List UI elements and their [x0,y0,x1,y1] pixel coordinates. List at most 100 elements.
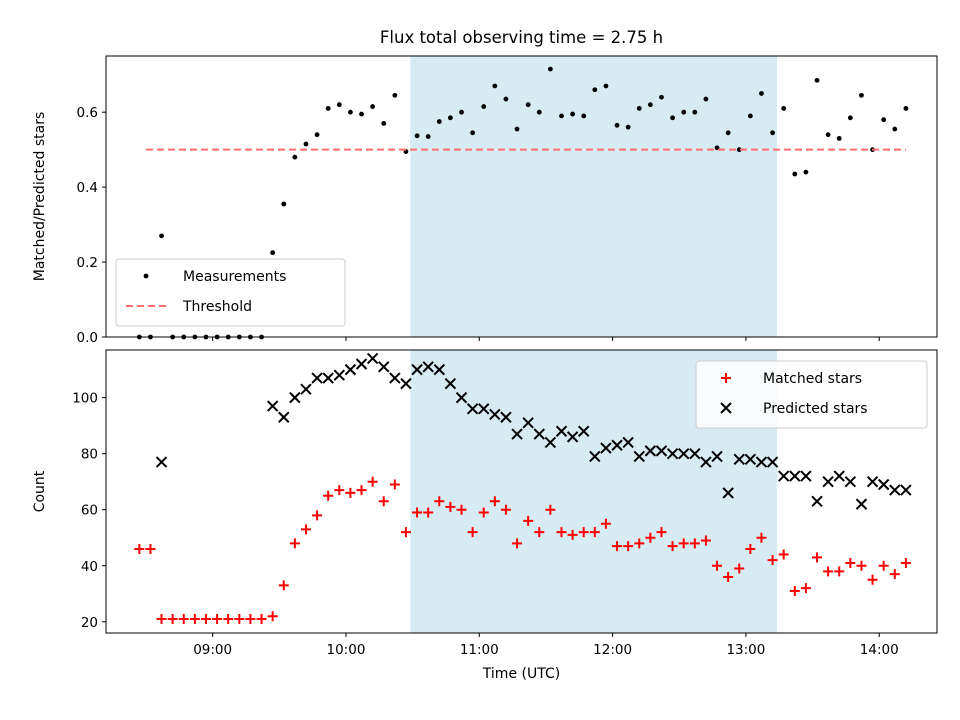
matched-stars-point [767,555,778,566]
predicted-stars-point [644,445,657,457]
matched-stars-point [423,507,434,518]
matched-stars-point [845,557,856,568]
x-tick-label: 12:00 [593,642,632,658]
predicted-stars-point [789,470,801,482]
observing-window-band [410,56,778,337]
predicted-stars-point [689,447,701,460]
matched-stars-point [645,532,656,543]
legend-label: Predicted stars [763,401,868,417]
predicted-stars-point [444,377,457,390]
predicted-stars-point [478,403,490,415]
x-tick-label: 10:00 [327,642,366,658]
predicted-stars-point [522,417,534,429]
predicted-stars-point [844,475,857,488]
legend-box [695,360,928,429]
predicted-stars-point [744,453,757,465]
matched-stars-point [789,585,800,596]
predicted-stars-point [366,352,379,365]
y-axis-label: Count [32,470,48,512]
matched-stars-point [278,580,289,591]
legend-box [115,258,346,327]
predicted-stars-point [411,363,423,376]
matched-stars-point [734,563,745,574]
matched-stars-point [223,613,234,624]
matched-stars-point [556,527,567,538]
legend: Matched stars Predicted stars [695,360,928,429]
matched-stars-point [323,490,334,501]
matched-stars-point [445,501,456,512]
x-tick-label: 09:00 [193,642,232,658]
measurements-point [725,130,731,136]
predicted-stars-point [866,475,879,488]
predicted-stars-point [877,478,890,491]
predicted-stars-point [355,358,368,370]
matched-stars-point [500,504,511,515]
predicted-stars-point [833,470,845,482]
measurements-point [314,132,320,138]
predicted-stars-point [433,363,445,376]
predicted-stars-point [800,470,812,482]
count-panel: 20 40 60 80 100 09:00 10:00 11:00 12:00 13:00 14:0… [32,349,938,682]
matched-stars-point [612,541,623,552]
matched-stars-point [334,485,345,496]
measurements-point [647,102,653,108]
matched-stars-point [534,527,545,538]
measurements-point [425,134,431,139]
predicted-stars-point [578,425,590,437]
legend-handle-measurements [143,273,149,279]
measurements-point [681,109,687,115]
measurements-point [514,126,520,132]
matched-stars-point [378,496,389,507]
predicted-stars-point [422,361,434,373]
measurements-point [847,115,853,121]
y-tick-label: 0.2 [77,255,98,271]
matched-stars-point [867,574,878,585]
measurements-point [825,132,831,138]
matched-stars-point [234,613,245,624]
measurements-point [492,83,498,89]
matched-stars-point [289,538,300,549]
measurements-point [392,92,398,98]
measurements-point [559,113,564,119]
measurements-point [836,136,842,141]
axes-frame [105,55,938,338]
legend-label: Matched stars [763,371,862,387]
predicted-stars-point [344,363,357,376]
measurements-point [581,113,587,119]
measurements-point [781,106,787,111]
measurements-point [736,147,742,153]
predicted-stars-point [289,391,301,404]
y-tick-label: 100 [72,391,98,407]
predicted-stars-point [733,453,745,465]
matched-stars-point [145,543,156,554]
measurements-point [381,121,387,126]
measurements-point [659,94,664,100]
matched-stars-point [400,527,411,538]
measurements-point [592,87,598,93]
measurements-point [892,126,898,132]
y-tick-label: 60 [81,503,98,519]
predicted-stars-point [266,400,279,412]
predicted-stars-point [333,369,346,381]
ratio-panel: Flux total observing time = 2.75 h 0.0 0.2… [32,28,938,346]
measurements-point [636,106,642,111]
matched-stars-point [545,504,556,515]
matched-stars-point [656,527,667,538]
legend-handle-matched-stars [721,373,731,383]
x-tick-label: 13:00 [726,642,765,658]
predicted-stars-point [755,456,768,468]
x-tick-label: 14:00 [860,642,899,658]
matched-stars-point [389,479,400,490]
matched-stars-point [812,552,823,563]
measurements-point [414,133,420,139]
legend-handle-predicted-stars [720,402,732,414]
legend-label: Threshold [182,299,252,315]
predicted-stars-point [322,372,334,384]
matched-stars-point [212,613,223,624]
y-tick-label: 0.6 [77,105,98,121]
measurements-point [481,104,487,109]
measurements-point [370,104,376,109]
predicted-stars-point [633,450,645,463]
measurements-point [348,109,353,115]
